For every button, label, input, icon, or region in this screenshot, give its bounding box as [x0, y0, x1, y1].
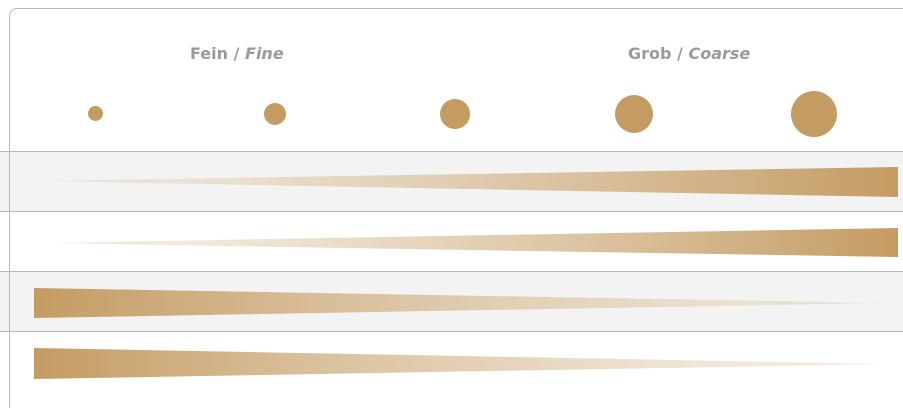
fine-label: Fein / Fine [190, 44, 284, 63]
increasing-wedge-2 [40, 228, 898, 257]
coarse-label-en: Coarse [688, 44, 751, 63]
row-divider-line [9, 152, 10, 211]
table-row-4 [0, 331, 903, 391]
fine-label-separator: / [233, 44, 240, 63]
dot-size-2-icon [264, 103, 286, 125]
row-divider-line [9, 272, 10, 331]
row-divider-line [9, 212, 10, 271]
dot-size-5-icon [791, 91, 837, 137]
table-row-1 [0, 151, 903, 211]
coarse-label-separator: / [677, 44, 683, 63]
dot-size-3-icon [440, 99, 470, 129]
dot-size-4-icon [615, 95, 653, 133]
row-divider-line [9, 332, 10, 391]
coarse-label: Grob / Coarse [628, 44, 750, 63]
table-row-2 [0, 211, 903, 271]
decreasing-wedge-2 [34, 348, 890, 379]
fine-label-de: Fein [190, 44, 229, 63]
decreasing-wedge-1 [34, 288, 890, 318]
dot-size-1-icon [88, 106, 103, 121]
fine-label-en: Fine [245, 44, 284, 63]
coarse-label-de: Grob [628, 44, 672, 63]
increasing-wedge-1 [40, 167, 898, 197]
table-row-3 [0, 271, 903, 331]
